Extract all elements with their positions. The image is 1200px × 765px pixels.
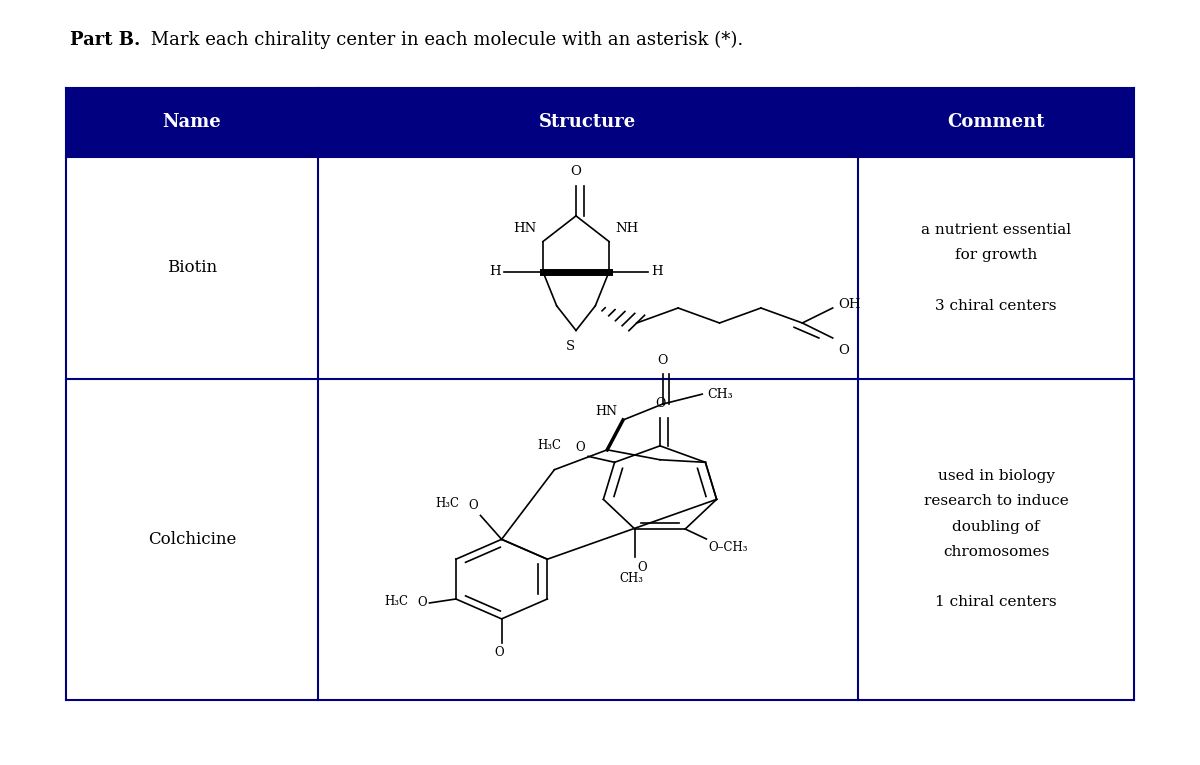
- Text: H₃C: H₃C: [434, 497, 458, 510]
- Text: doubling of: doubling of: [953, 519, 1039, 534]
- Text: O: O: [418, 597, 427, 610]
- Text: Name: Name: [163, 113, 221, 132]
- Text: a nutrient essential: a nutrient essential: [920, 223, 1072, 237]
- Text: H: H: [652, 265, 662, 278]
- Text: Colchicine: Colchicine: [148, 531, 236, 548]
- Text: CH₃: CH₃: [619, 572, 643, 585]
- Text: 1 chiral centers: 1 chiral centers: [935, 595, 1057, 610]
- Text: HN: HN: [595, 405, 617, 418]
- Text: O: O: [575, 441, 584, 454]
- Text: O: O: [655, 397, 665, 410]
- Text: H₃C: H₃C: [538, 439, 562, 452]
- Text: CH₃: CH₃: [707, 388, 733, 401]
- Text: Structure: Structure: [539, 113, 637, 132]
- Text: Mark each chirality center in each molecule with an asterisk (*).: Mark each chirality center in each molec…: [145, 31, 744, 49]
- Text: research to induce: research to induce: [924, 494, 1068, 509]
- Text: O: O: [494, 646, 504, 659]
- Bar: [66, 88, 1134, 157]
- Text: O: O: [570, 165, 582, 178]
- Text: Biotin: Biotin: [167, 259, 217, 276]
- Text: S: S: [565, 340, 575, 353]
- Text: Comment: Comment: [947, 113, 1045, 132]
- Text: O: O: [839, 344, 850, 357]
- Text: O: O: [658, 353, 668, 366]
- Text: Part B.: Part B.: [70, 31, 140, 49]
- Text: chromosomes: chromosomes: [943, 545, 1049, 559]
- Text: NH: NH: [616, 223, 638, 236]
- Text: used in biology: used in biology: [937, 469, 1055, 483]
- Text: for growth: for growth: [955, 248, 1037, 262]
- Text: H₃C: H₃C: [384, 595, 408, 608]
- Text: HN: HN: [514, 223, 536, 236]
- Text: O: O: [637, 561, 647, 574]
- Text: H: H: [490, 265, 500, 278]
- Text: OH: OH: [839, 298, 862, 311]
- Text: 3 chiral centers: 3 chiral centers: [935, 298, 1057, 313]
- Text: O–CH₃: O–CH₃: [709, 542, 749, 555]
- Text: O: O: [468, 500, 478, 513]
